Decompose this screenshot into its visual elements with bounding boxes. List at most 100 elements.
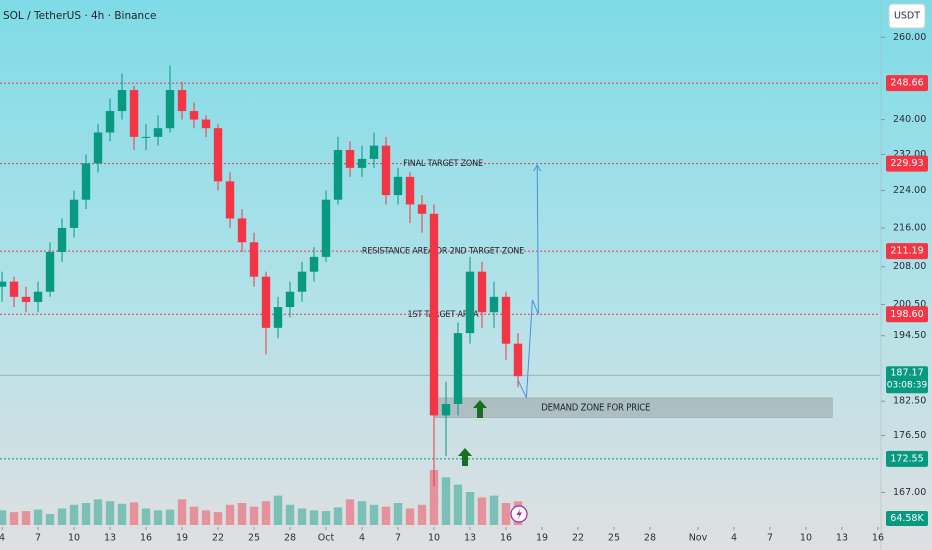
- volume-bar: [213, 512, 223, 525]
- volume-bar: [321, 511, 331, 525]
- y-tick-label: 240.00: [893, 114, 926, 125]
- volume-bar: [429, 470, 439, 525]
- candle-body: [129, 90, 139, 137]
- candle-body: [357, 158, 367, 168]
- candle-body: [273, 307, 283, 328]
- volume-bar: [369, 504, 379, 525]
- plot: DEMAND ZONE FOR PRICE FINAL TARGET ZONE RE…: [0, 65, 880, 525]
- y-tick-label: 260.00: [893, 32, 926, 43]
- volume-bar: [333, 507, 343, 525]
- arrow-up: [458, 448, 472, 466]
- volume-label-box: [886, 511, 928, 526]
- candle-body: [297, 271, 307, 292]
- volume-bar: [57, 508, 67, 525]
- projection-arrowhead: [533, 164, 542, 172]
- x-tick-label: 16: [140, 533, 152, 544]
- candle-body: [489, 296, 499, 313]
- x-tick-label: 7: [767, 533, 773, 544]
- volume-bar: [477, 497, 487, 525]
- x-tick-label: 7: [395, 533, 401, 544]
- level-label-box: [886, 243, 928, 260]
- candle-body: [225, 181, 235, 219]
- volume-bar: [273, 495, 283, 525]
- x-tick-label: Oct: [318, 533, 335, 544]
- x-tick-label: 10: [428, 533, 440, 544]
- y-tick-label: 167.00: [893, 487, 926, 498]
- volume-bar: [489, 495, 499, 525]
- x-tick-label: 13: [836, 533, 848, 544]
- level-label-box: [886, 75, 928, 92]
- x-tick-label: 28: [644, 533, 656, 544]
- level-label: 229.93: [890, 158, 923, 169]
- candle-body: [237, 218, 247, 243]
- volume-bar: [225, 504, 235, 525]
- projection-line: [517, 165, 539, 399]
- currency-box[interactable]: [888, 3, 926, 29]
- candle-body: [429, 213, 439, 416]
- volume-bar: [93, 499, 103, 525]
- candle-body: [33, 291, 43, 302]
- candle-body: [513, 343, 523, 377]
- candle-body: [285, 291, 295, 308]
- x-tick-label: 4: [731, 533, 737, 544]
- alert-icon-bolt: [516, 508, 522, 520]
- x-tick-label: 16: [500, 533, 512, 544]
- x-tick-label: 4: [359, 533, 365, 544]
- level-label: 248.66: [890, 78, 923, 89]
- volume-bar: [45, 514, 55, 525]
- volume-bar: [309, 510, 319, 525]
- currency[interactable]: USDT: [894, 11, 920, 22]
- current-price-label: 187.17: [890, 368, 923, 379]
- candle-body: [381, 145, 391, 196]
- candle-body: [141, 136, 151, 138]
- candle-body: [45, 252, 55, 292]
- candle-body: [453, 333, 463, 405]
- level-label-box: [886, 306, 928, 323]
- y-tick-label: 182.50: [893, 396, 926, 407]
- current-price-box: [886, 366, 928, 394]
- y-tick-label: 208.00: [893, 261, 926, 272]
- volume-bar: [285, 504, 295, 525]
- candle-body: [261, 276, 271, 328]
- candle-body: [249, 242, 259, 277]
- candle-body: [321, 199, 331, 257]
- y-tick-label: 232.00: [893, 149, 926, 160]
- candle-body: [9, 281, 19, 297]
- candle-body: [177, 90, 187, 112]
- candle-body: [477, 271, 487, 313]
- y-tick-label: 194.50: [893, 330, 926, 341]
- x-tick-label: 4: [0, 533, 5, 544]
- volume-bar: [165, 509, 175, 525]
- countdown: 03:08:39: [887, 381, 928, 391]
- volume-bar: [501, 503, 511, 525]
- y-tick-label: 224.00: [893, 185, 926, 196]
- volume-label: 64.58K: [890, 513, 924, 524]
- level-note: FINAL TARGET ZONE: [403, 159, 483, 169]
- volume-bar: [117, 503, 127, 525]
- level-label-box: [886, 450, 928, 467]
- volume-bar: [201, 510, 211, 525]
- volume-bar: [189, 506, 199, 525]
- volume-bar: [357, 501, 367, 525]
- volume-bar: [141, 508, 151, 525]
- volume-bar: [453, 484, 463, 525]
- candle-body: [105, 111, 115, 133]
- x-tick-label: 28: [284, 533, 296, 544]
- volume-bar: [345, 499, 355, 525]
- x-tick-label: 10: [800, 533, 812, 544]
- candle-body: [501, 296, 511, 344]
- volume-bar: [105, 501, 115, 525]
- candle-body: [393, 176, 403, 196]
- y-tick-label: 216.00: [893, 222, 926, 233]
- volume-bar: [21, 511, 31, 525]
- level-label-box: [886, 155, 928, 172]
- candle-body: [93, 132, 103, 164]
- volume-bar: [69, 504, 79, 525]
- level-label: 198.60: [890, 309, 923, 320]
- volume-bar: [465, 492, 475, 525]
- volume-bar: [0, 510, 7, 525]
- level-label: 211.19: [890, 246, 923, 257]
- volume-bar: [405, 508, 415, 525]
- volume-bar: [441, 477, 451, 525]
